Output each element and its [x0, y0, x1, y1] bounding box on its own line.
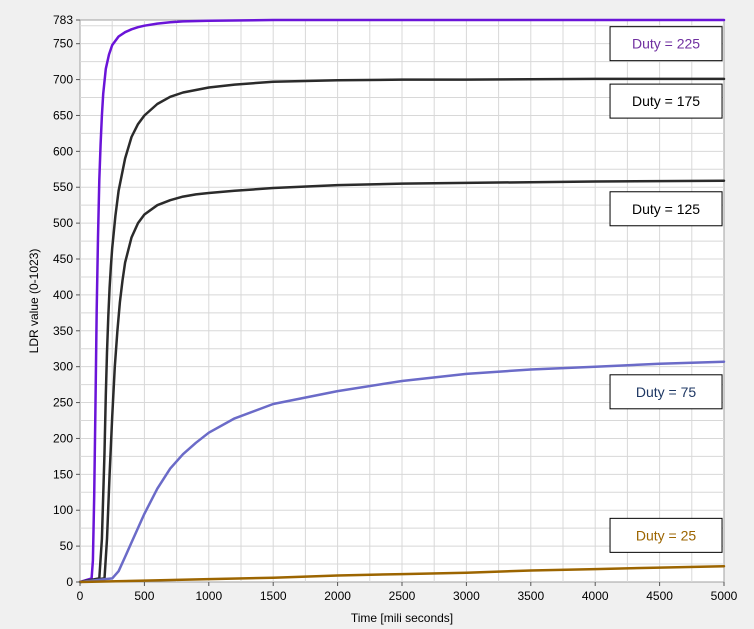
x-tick-label: 5000 — [711, 589, 738, 603]
series-line-1 — [78, 77, 726, 584]
legend-box-frame — [609, 26, 723, 62]
x-tick-label: 4000 — [582, 589, 609, 603]
x-tick-label: 0 — [77, 589, 84, 603]
y-tick-label: 450 — [53, 252, 73, 266]
y-tick-label: 783 — [53, 13, 73, 27]
y-tick-label: 200 — [53, 431, 73, 445]
y-tick-label: 700 — [53, 73, 73, 87]
y-tick-label: 300 — [53, 360, 73, 374]
y-tick-label: 550 — [53, 180, 73, 194]
legend-box-frame — [609, 191, 723, 227]
x-tick-label: 2000 — [324, 589, 351, 603]
y-tick-label: 500 — [53, 216, 73, 230]
legend-box-frame — [609, 374, 723, 410]
legend-label: Duty = 75 — [636, 384, 697, 400]
series-line-3 — [78, 360, 726, 584]
y-tick-label: 50 — [60, 539, 74, 553]
y-tick-label: 750 — [53, 37, 73, 51]
ticks: 0 500 1000 1500 2000 2500 3000 3500 4000 4500 5000… — [53, 13, 738, 603]
x-tick-label: 500 — [134, 589, 154, 603]
y-axis-title: LDR value (0-1023) — [27, 249, 41, 354]
y-tick-label: 650 — [53, 108, 73, 122]
legend-label: Duty = 25 — [636, 527, 697, 543]
x-tick-label: 3500 — [517, 589, 544, 603]
y-tick-label: 0 — [66, 575, 73, 589]
legend-box-0: Duty = 225 — [609, 26, 723, 62]
legend-box-4: Duty = 25 — [609, 517, 723, 553]
y-tick-label: 350 — [53, 324, 73, 338]
legend-label: Duty = 225 — [632, 36, 700, 52]
legend-label: Duty = 175 — [632, 93, 700, 109]
series-line-2 — [78, 179, 726, 584]
y-tick-label: 250 — [53, 396, 73, 410]
legend-box-frame — [609, 83, 723, 119]
legend-box-2: Duty = 125 — [609, 191, 723, 227]
y-tick-label: 600 — [53, 144, 73, 158]
x-tick-label: 3000 — [453, 589, 480, 603]
x-tick-label: 1000 — [195, 589, 222, 603]
series-layer — [78, 18, 726, 584]
legend-boxes: Duty = 225 Duty = 175 Duty = 125 Duty = 75 D… — [609, 26, 723, 553]
x-axis-title: Time [mili seconds] — [351, 611, 453, 625]
x-tick-label: 1500 — [260, 589, 287, 603]
legend-label: Duty = 125 — [632, 201, 700, 217]
y-tick-label: 100 — [53, 503, 73, 517]
x-tick-label: 2500 — [389, 589, 416, 603]
y-tick-label: 150 — [53, 467, 73, 481]
legend-box-frame — [609, 517, 723, 553]
y-tick-label: 400 — [53, 288, 73, 302]
series-line-4 — [78, 564, 726, 584]
x-tick-label: 4500 — [646, 589, 673, 603]
legend-box-1: Duty = 175 — [609, 83, 723, 119]
grid — [80, 20, 724, 582]
series-line-0 — [78, 18, 726, 584]
legend-box-3: Duty = 75 — [609, 374, 723, 410]
